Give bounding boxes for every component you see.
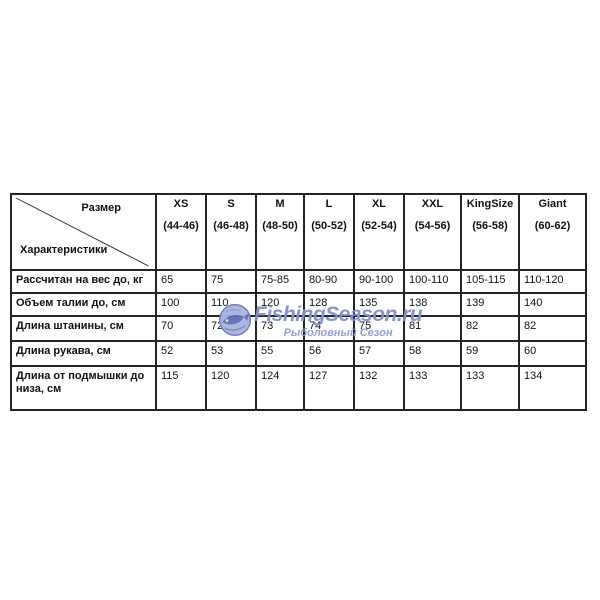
- value-cell: 135: [353, 292, 405, 317]
- size-label: M: [275, 198, 285, 210]
- value-cell: 90-100: [353, 269, 405, 294]
- value-cell: 100: [155, 292, 207, 317]
- size-range: (60-62): [534, 220, 571, 232]
- corner-top-label: Размер: [81, 202, 121, 214]
- size-column-header: XL (52-54): [353, 193, 405, 271]
- size-range: (44-46): [163, 220, 199, 232]
- value-cell: 120: [205, 365, 257, 411]
- value-cell: 58: [403, 340, 462, 367]
- value-cell: 124: [255, 365, 305, 411]
- value-cell: 75-85: [255, 269, 305, 294]
- size-label: XS: [173, 198, 189, 210]
- size-column-header: XS (44-46): [155, 193, 207, 271]
- size-column-header: M (48-50): [255, 193, 305, 271]
- row-label: Длина рукава, см: [10, 340, 157, 367]
- size-label: L: [325, 198, 333, 210]
- size-column-header: XXL (54-56): [403, 193, 462, 271]
- size-label: S: [227, 198, 235, 210]
- value-cell: 128: [303, 292, 355, 317]
- value-cell: 75: [205, 269, 257, 294]
- value-cell: 56: [303, 340, 355, 367]
- size-range: (50-52): [311, 220, 347, 232]
- size-label: XL: [371, 198, 387, 210]
- value-cell: 82: [460, 315, 520, 342]
- value-cell: 52: [155, 340, 207, 367]
- table-row: Длина от подмышки до низа, см 115 120 124 12…: [10, 365, 587, 411]
- size-table-body: Размер Характеристики XS (44-46) S (46-48) M…: [10, 193, 587, 411]
- value-cell: 65: [155, 269, 207, 294]
- size-label: KingSize: [466, 198, 514, 210]
- value-cell: 105-115: [460, 269, 520, 294]
- value-cell: 70: [155, 315, 207, 342]
- size-range: (56-58): [472, 220, 508, 232]
- corner-wrap: Размер Характеристики: [16, 198, 151, 268]
- size-range: (48-50): [262, 220, 298, 232]
- value-cell: 127: [303, 365, 355, 411]
- value-cell: 110: [205, 292, 257, 317]
- value-cell: 59: [460, 340, 520, 367]
- table-row: Рассчитан на вес до, кг 65 75 75-85 80-90 90-…: [10, 269, 587, 294]
- value-cell: 110-120: [518, 269, 587, 294]
- size-range: (46-48): [213, 220, 249, 232]
- size-label: Giant: [538, 198, 567, 210]
- size-column-header: KingSize (56-58): [460, 193, 520, 271]
- row-label: Объем талии до, см: [10, 292, 157, 317]
- table-row: Длина штанины, см 70 72 73 74 75 81 82 82: [10, 315, 587, 342]
- value-cell: 53: [205, 340, 257, 367]
- header-row: Размер Характеристики XS (44-46) S (46-48) M…: [10, 193, 587, 271]
- value-cell: 138: [403, 292, 462, 317]
- value-cell: 57: [353, 340, 405, 367]
- value-cell: 75: [353, 315, 405, 342]
- value-cell: 82: [518, 315, 587, 342]
- value-cell: 60: [518, 340, 587, 367]
- value-cell: 100-110: [403, 269, 462, 294]
- row-label: Длина штанины, см: [10, 315, 157, 342]
- value-cell: 134: [518, 365, 587, 411]
- value-cell: 80-90: [303, 269, 355, 294]
- corner-bottom-label: Характеристики: [20, 244, 108, 256]
- value-cell: 139: [460, 292, 520, 317]
- value-cell: 72: [205, 315, 257, 342]
- table-row: Объем талии до, см 100 110 120 128 135 138 139 1…: [10, 292, 587, 317]
- row-label: Длина от подмышки до низа, см: [10, 365, 157, 411]
- value-cell: 73: [255, 315, 305, 342]
- size-column-header: L (50-52): [303, 193, 355, 271]
- value-cell: 132: [353, 365, 405, 411]
- size-label: XXL: [421, 198, 444, 210]
- table-row: Длина рукава, см 52 53 55 56 57 58 59 60: [10, 340, 587, 367]
- size-table: Размер Характеристики XS (44-46) S (46-48) M…: [10, 193, 587, 411]
- value-cell: 55: [255, 340, 305, 367]
- size-column-header: Giant (60-62): [518, 193, 587, 271]
- size-range: (52-54): [361, 220, 397, 232]
- value-cell: 81: [403, 315, 462, 342]
- row-label: Рассчитан на вес до, кг: [10, 269, 157, 294]
- value-cell: 115: [155, 365, 207, 411]
- diagonal-line: [16, 198, 151, 268]
- size-range: (54-56): [414, 220, 451, 232]
- value-cell: 133: [403, 365, 462, 411]
- value-cell: 140: [518, 292, 587, 317]
- value-cell: 133: [460, 365, 520, 411]
- size-column-header: S (46-48): [205, 193, 257, 271]
- value-cell: 74: [303, 315, 355, 342]
- value-cell: 120: [255, 292, 305, 317]
- corner-cell: Размер Характеристики: [10, 193, 157, 271]
